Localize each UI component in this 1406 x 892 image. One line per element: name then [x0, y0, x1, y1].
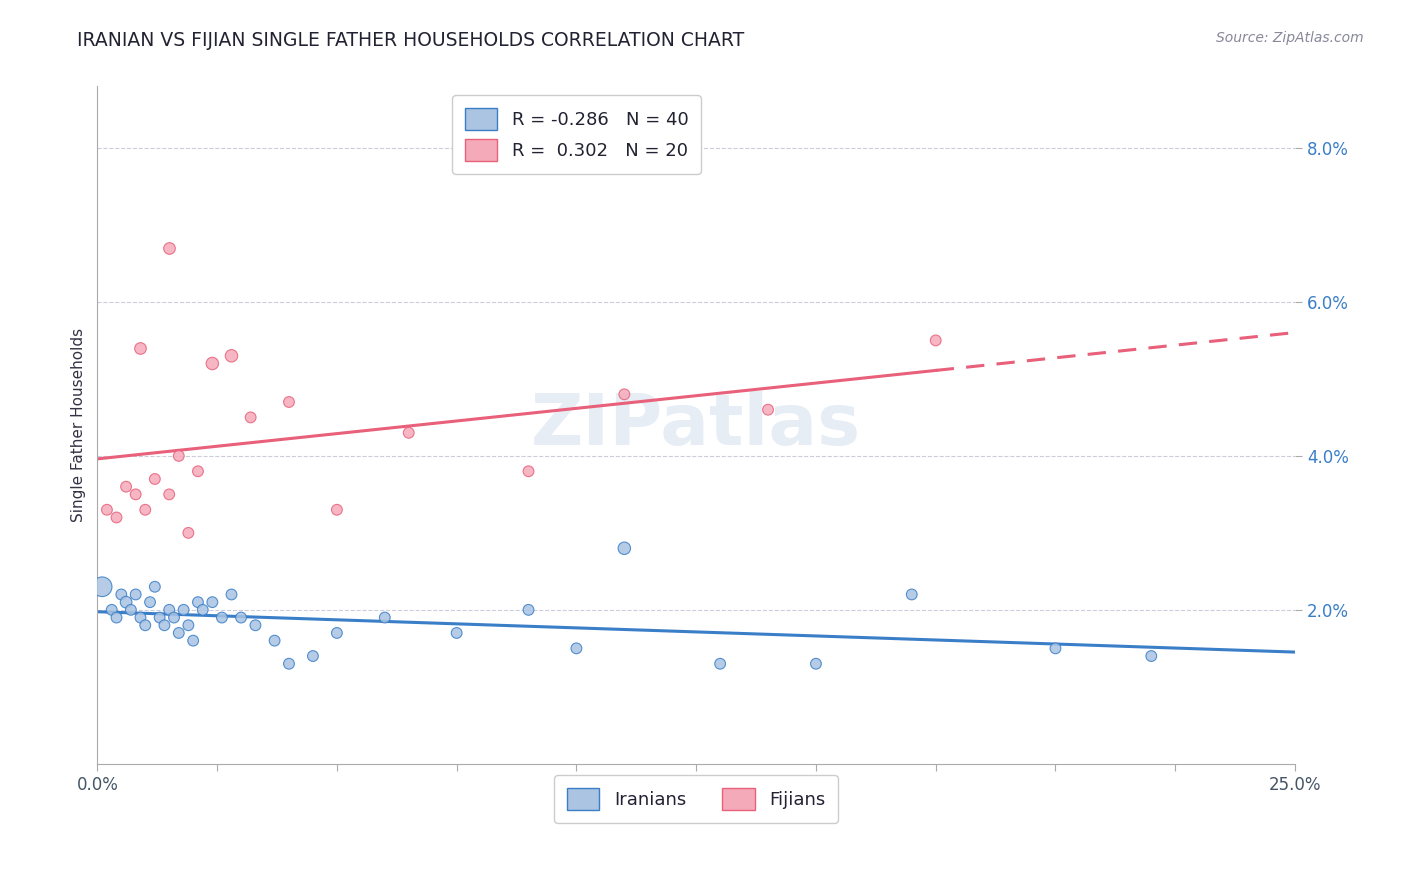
Point	[120, 603, 142, 617]
Point	[100, 603, 122, 617]
Point	[167, 626, 190, 640]
Point	[517, 603, 540, 617]
Point	[115, 480, 138, 494]
Point	[149, 610, 172, 624]
Point	[173, 603, 195, 617]
Point	[239, 410, 262, 425]
Point	[326, 502, 349, 516]
Point	[134, 618, 156, 632]
Point	[374, 610, 396, 624]
Point	[143, 472, 166, 486]
Point	[167, 449, 190, 463]
Point	[1140, 648, 1163, 663]
Point	[221, 349, 243, 363]
Point	[157, 603, 180, 617]
Point	[177, 525, 200, 540]
Text: IRANIAN VS FIJIAN SINGLE FATHER HOUSEHOLDS CORRELATION CHART: IRANIAN VS FIJIAN SINGLE FATHER HOUSEHOL…	[77, 31, 745, 50]
Point	[91, 580, 114, 594]
Point	[756, 402, 779, 417]
Point	[129, 610, 152, 624]
Point	[201, 595, 224, 609]
Point	[446, 626, 468, 640]
Point	[565, 641, 588, 656]
Point	[124, 487, 146, 501]
Point	[1045, 641, 1067, 656]
Point	[709, 657, 731, 671]
Point	[115, 595, 138, 609]
Point	[139, 595, 162, 609]
Point	[245, 618, 267, 632]
Point	[187, 595, 209, 609]
Point	[96, 502, 118, 516]
Point	[900, 587, 922, 601]
Point	[134, 502, 156, 516]
Point	[201, 357, 224, 371]
Point	[157, 487, 180, 501]
Point	[163, 610, 186, 624]
Point	[124, 587, 146, 601]
Point	[263, 633, 285, 648]
Point	[221, 587, 243, 601]
Point	[105, 610, 128, 624]
Point	[278, 657, 301, 671]
Point	[613, 387, 636, 401]
Point	[229, 610, 252, 624]
Point	[153, 618, 176, 632]
Point	[211, 610, 233, 624]
Point	[110, 587, 132, 601]
Point	[804, 657, 827, 671]
Point	[925, 334, 948, 348]
Point	[105, 510, 128, 524]
Point	[398, 425, 420, 440]
Point	[143, 580, 166, 594]
Point	[181, 633, 204, 648]
Text: ZIPatlas: ZIPatlas	[531, 391, 862, 459]
Point	[278, 395, 301, 409]
Text: Source: ZipAtlas.com: Source: ZipAtlas.com	[1216, 31, 1364, 45]
Legend: Iranians, Fijians: Iranians, Fijians	[554, 775, 838, 822]
Y-axis label: Single Father Households: Single Father Households	[72, 328, 86, 522]
Point	[187, 464, 209, 478]
Point	[302, 648, 325, 663]
Point	[326, 626, 349, 640]
Point	[191, 603, 214, 617]
Point	[177, 618, 200, 632]
Point	[517, 464, 540, 478]
Point	[613, 541, 636, 556]
Point	[157, 241, 180, 255]
Point	[129, 341, 152, 355]
